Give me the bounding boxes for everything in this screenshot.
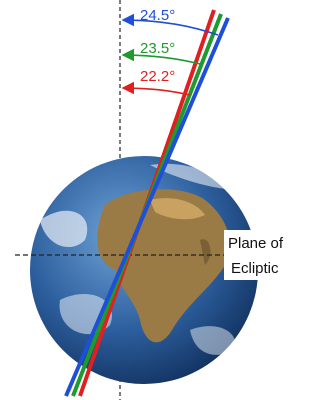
plane-label: Ecliptic — [231, 260, 279, 277]
arrow-red — [123, 88, 190, 95]
angle-label: 22.2° — [140, 68, 175, 85]
angle-label: 24.5° — [140, 7, 175, 24]
plane-label: Plane of — [228, 235, 284, 252]
earth — [30, 156, 258, 384]
page: 24.5° 23.5° 22.2° Plane of Ecliptic (() … — [0, 0, 320, 400]
angle-label: 23.5° — [140, 40, 175, 57]
diagram: 24.5° 23.5° 22.2° Plane of Ecliptic — [0, 0, 306, 400]
